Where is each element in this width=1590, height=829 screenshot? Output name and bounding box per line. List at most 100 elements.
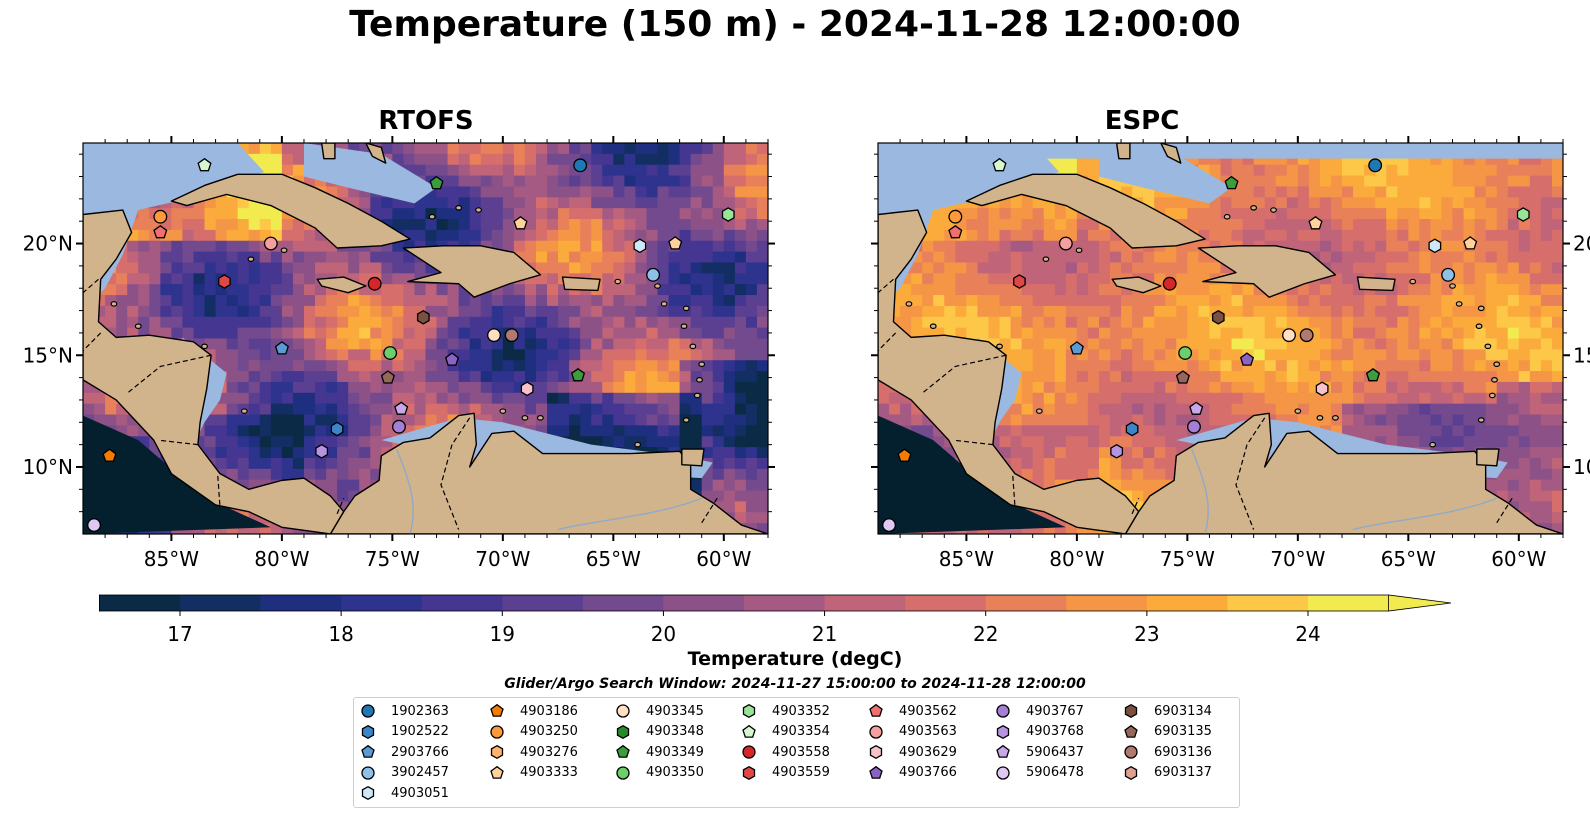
temperature-cell (1209, 284, 1222, 296)
temperature-cell (734, 371, 747, 383)
temperature-cell (524, 186, 537, 198)
legend-marker (361, 724, 375, 739)
temperature-cell (491, 360, 504, 372)
temperature-cell (922, 273, 934, 285)
temperature-cell (1065, 425, 1078, 437)
legend-label: 4903333 (520, 765, 578, 781)
temperature-cell (171, 240, 184, 253)
temperature-cell (1154, 468, 1166, 481)
temperature-cell (1319, 316, 1332, 329)
temperature-cell (591, 403, 603, 416)
temperature-cell (303, 468, 316, 481)
temperature-cell (657, 175, 670, 188)
temperature-cell (259, 143, 272, 155)
temperature-cell (933, 284, 945, 296)
temperature-cell (1485, 240, 1498, 253)
temperature-cell (513, 295, 526, 307)
temperature-cell (745, 381, 758, 394)
temperature-cell (237, 327, 250, 340)
temperature-cell (425, 295, 438, 307)
temperature-cell (414, 381, 427, 394)
temperature-cell (1474, 316, 1487, 329)
legend-marker-pentagon-icon (996, 745, 1010, 758)
temperature-cell (237, 208, 250, 220)
temperature-cell (414, 143, 427, 155)
temperature-cell (734, 316, 747, 329)
legend-marker (361, 766, 375, 780)
temperature-cell (1386, 338, 1398, 350)
temperature-cell (1375, 229, 1387, 242)
temperature-cell (1242, 208, 1255, 220)
temperature-cell (1452, 175, 1465, 188)
temperature-cell (1518, 295, 1531, 307)
temperature-cell (701, 143, 714, 155)
temperature-cell (679, 327, 692, 340)
temperature-cell (1187, 371, 1200, 383)
temperature-cell (1098, 381, 1111, 394)
temperature-cell (281, 371, 294, 383)
temperature-cell (1297, 164, 1310, 177)
temperature-cell (547, 360, 559, 372)
temperature-cell (1342, 360, 1354, 372)
temperature-cell (1342, 219, 1354, 231)
temperature-cell (1474, 371, 1487, 383)
temperature-cell (1375, 305, 1387, 318)
temperature-cell (447, 143, 460, 155)
temperature-cell (259, 262, 272, 274)
float-marker-6903136 (504, 328, 519, 343)
temperature-cell (1264, 208, 1277, 220)
temperature-cell (1209, 349, 1222, 361)
temperature-cell (613, 186, 625, 198)
temperature-cell (1032, 208, 1045, 220)
temperature-cell (1452, 436, 1465, 448)
colorbar-segment (99, 595, 181, 611)
legend-marker-pentagon-icon (1124, 724, 1138, 738)
temperature-cell (1375, 164, 1387, 177)
temperature-cell (502, 186, 515, 198)
temperature-cell (977, 262, 990, 274)
temperature-cell (580, 251, 592, 264)
temperature-cell (535, 392, 548, 405)
temperature-cell (1098, 262, 1111, 274)
temperature-cell (1143, 273, 1155, 285)
temperature-cell (292, 240, 305, 253)
temperature-cell (1165, 327, 1177, 340)
temperature-cell (1098, 240, 1111, 253)
temperature-cell (1065, 305, 1078, 318)
temperature-cell (723, 403, 736, 416)
float-marker-4903354 (992, 157, 1007, 172)
temperature-cell (513, 229, 526, 242)
temperature-cell (933, 273, 945, 285)
temperature-cell (491, 403, 504, 416)
lon-tick-label: 85°W (144, 547, 199, 571)
temperature-cell (281, 273, 294, 285)
temperature-cell (1463, 392, 1476, 405)
temperature-cell (1551, 219, 1563, 231)
temperature-cell (226, 360, 239, 372)
temperature-cell (1364, 153, 1376, 166)
temperature-cell (558, 414, 570, 426)
temperature-cell (1353, 251, 1365, 264)
small-island (1409, 278, 1417, 285)
temperature-cell (977, 273, 990, 285)
lat-tick-label: 10°N (1573, 455, 1590, 479)
temperature-cell (756, 327, 768, 340)
temperature-cell (1065, 360, 1078, 372)
temperature-cell (1220, 284, 1233, 296)
temperature-cell (1518, 240, 1531, 253)
temperature-cell (745, 208, 758, 220)
temperature-cell (1353, 425, 1365, 437)
temperature-cell (988, 327, 1001, 340)
temperature-cell (1485, 327, 1498, 340)
temperature-cell (270, 229, 283, 242)
temperature-cell (558, 371, 570, 383)
temperature-cell (1054, 447, 1067, 459)
temperature-cell (425, 186, 438, 198)
temperature-cell (1518, 447, 1531, 459)
float-marker-3902457 (1441, 267, 1456, 282)
temperature-cell (315, 414, 327, 426)
temperature-cell (513, 403, 526, 416)
temperature-cell (303, 273, 316, 285)
lon-tick-label: 70°W (475, 547, 530, 571)
temperature-cell (756, 219, 768, 231)
